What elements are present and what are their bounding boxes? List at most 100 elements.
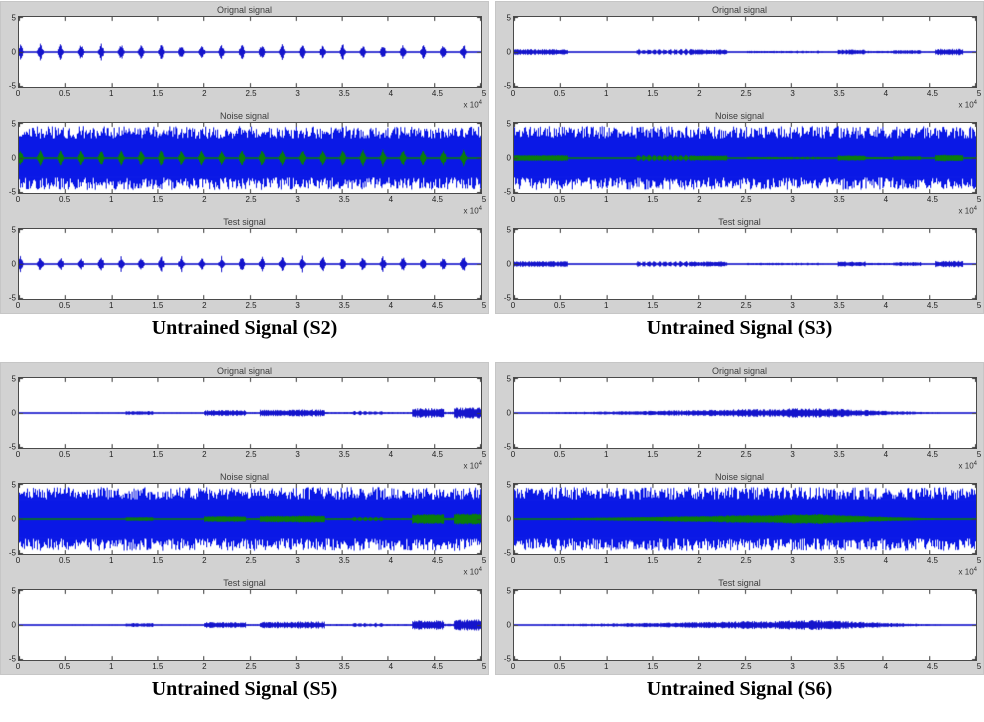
- x-tick-label: 1: [108, 556, 114, 565]
- x-tick-label: 2: [202, 556, 207, 565]
- y-tick-label: -5: [503, 442, 511, 452]
- waveform-canvas-noise-s5: [18, 483, 482, 555]
- plot-block-noise: Noise signal 5 0 -5 0 0.5 1 1.5 2 2.5 3 3.5 4 4.5 5 …: [500, 110, 981, 216]
- x-tick-label: 2.5: [740, 89, 752, 98]
- x-tick-label: 2.5: [740, 662, 752, 671]
- plot-block-test: Test signal 5 0 -5 0 0.5 1 1.5 2 2.5 3 3.5 4 4.5 5: [5, 577, 486, 672]
- x-tick-label: 2.5: [245, 301, 257, 310]
- x-tick-label: 1.5: [647, 662, 659, 671]
- y-tick-label: 5: [11, 13, 16, 23]
- y-tick-label: 5: [506, 586, 511, 596]
- x-tick-label: 3.5: [338, 662, 350, 671]
- x-tick-label: 0.5: [554, 556, 566, 565]
- y-tick-label: -5: [503, 81, 511, 91]
- y-tick-label: 0: [506, 153, 511, 163]
- plot-block-noise: Noise signal 5 0 -5 0 0.5 1 1.5 2 2.5 3 3.5 4 4.5 5 …: [500, 471, 981, 577]
- y-tick-label: 5: [506, 480, 511, 490]
- x-tick-label: 4: [388, 89, 394, 98]
- x-tick-label: 4: [883, 89, 889, 98]
- quadrant-s2: Orignal signal 5 0 -5 0 0.5 1 1.5 2 2.5 3 3.5 4 4.5…: [0, 1, 489, 360]
- waveform-canvas-noise-s2: [18, 122, 482, 194]
- quadrant-s5: Orignal signal 5 0 -5 0 0.5 1 1.5 2 2.5 3 3.5 4 4.5…: [0, 362, 489, 721]
- x-tick-label: 3.5: [338, 89, 350, 98]
- x-tick-label: 4: [388, 556, 394, 565]
- x-tick-label: 0.5: [59, 301, 71, 310]
- x-tick-label: 1: [603, 662, 609, 671]
- x-tick-label: 3.5: [338, 301, 350, 310]
- x-tick-label: 4.5: [431, 662, 443, 671]
- x-tick-label: 3.5: [833, 301, 845, 310]
- x-tick-label: 4.5: [926, 89, 938, 98]
- x-axis-tick-labels: 0 0.5 1 1.5 2 2.5 3 3.5 4 4.5 5: [16, 300, 486, 311]
- y-tick-label: 5: [11, 374, 16, 384]
- y-axis-tick-labels: 5 0 -5: [500, 226, 513, 303]
- x-axis-tick-labels: 0 0.5 1 1.5 2 2.5 3 3.5 4 4.5 5: [511, 449, 981, 460]
- y-tick-label: 5: [506, 13, 511, 23]
- y-axis-tick-labels: 5 0 -5: [5, 481, 18, 558]
- caption-s2: Untrained Signal (S2): [0, 314, 489, 342]
- x-tick-label: 2: [202, 450, 207, 459]
- x-axis-tick-labels: 0 0.5 1 1.5 2 2.5 3 3.5 4 4.5 5: [511, 300, 981, 311]
- x-tick-label: 2: [202, 301, 207, 310]
- x-tick-label: 0.5: [59, 89, 71, 98]
- x-tick-label: 3: [790, 556, 795, 565]
- x-tick-label: 4.5: [431, 450, 443, 459]
- y-tick-label: -5: [8, 654, 16, 664]
- y-tick-label: 5: [11, 119, 16, 129]
- x-tick-label: 2: [697, 662, 702, 671]
- x-tick-label: 5: [481, 195, 487, 204]
- x-tick-label: 4.5: [431, 556, 443, 565]
- y-tick-label: 0: [506, 408, 511, 418]
- x-tick-label: 0.5: [59, 662, 71, 671]
- x-axis-tick-labels: 0 0.5 1 1.5 2 2.5 3 3.5 4 4.5 5: [16, 194, 487, 205]
- x-tick-label: 1.5: [152, 662, 164, 671]
- x-tick-label: 4.5: [926, 450, 938, 459]
- y-tick-label: 5: [506, 374, 511, 384]
- x-tick-label: 3: [790, 662, 795, 671]
- x-tick-label: 3.5: [338, 450, 350, 459]
- x-tick-label: 3: [295, 195, 300, 204]
- x-tick-label: 3.5: [833, 195, 845, 204]
- y-tick-label: -5: [503, 187, 511, 197]
- x-tick-label: 4.5: [926, 301, 938, 310]
- x-scale-label: x 104: [463, 100, 482, 110]
- x-tick-label: 3: [790, 450, 795, 459]
- x-axis-tick-labels: 0 0.5 1 1.5 2 2.5 3 3.5 4 4.5 5: [16, 661, 486, 672]
- x-scale-label: x 104: [958, 461, 977, 471]
- y-tick-label: 0: [11, 47, 16, 57]
- x-tick-label: 2.5: [740, 556, 752, 565]
- plot-title-test: Test signal: [718, 217, 761, 227]
- x-tick-label: 0: [15, 450, 21, 459]
- quadrant-s6: Orignal signal 5 0 -5 0 0.5 1 1.5 2 2.5 3 3.5 4 4.5…: [495, 362, 984, 721]
- x-tick-label: 1.5: [152, 450, 164, 459]
- x-tick-label: 2.5: [245, 450, 257, 459]
- x-tick-label: 1.5: [647, 89, 659, 98]
- quadrant-s3: Orignal signal 5 0 -5 0 0.5 1 1.5 2 2.5 3 3.5 4 4.5…: [495, 1, 984, 360]
- y-axis-tick-labels: 5 0 -5: [500, 119, 513, 197]
- x-tick-label: 3: [295, 662, 300, 671]
- y-tick-label: 0: [11, 514, 16, 524]
- waveform-canvas-noise-s6: [513, 483, 977, 555]
- y-tick-label: 5: [506, 119, 511, 129]
- plot-block-original: Orignal signal 5 0 -5 0 0.5 1 1.5 2 2.5 3 3.5 4 4.5…: [500, 365, 981, 471]
- x-tick-label: 0.5: [554, 301, 566, 310]
- x-tick-label: 1: [108, 450, 114, 459]
- x-tick-label: 3.5: [833, 450, 845, 459]
- y-tick-label: 5: [11, 225, 16, 235]
- x-tick-label: 3.5: [833, 662, 845, 671]
- x-tick-label: 2.5: [245, 556, 257, 565]
- x-tick-label: 4: [388, 450, 394, 459]
- y-axis-tick-labels: 5 0 -5: [5, 587, 18, 664]
- x-tick-label: 4: [883, 556, 889, 565]
- waveform-canvas-test-s2: [18, 228, 482, 300]
- x-tick-label: 2: [202, 662, 207, 671]
- figure-panel-s2: Orignal signal 5 0 -5 0 0.5 1 1.5 2 2.5 3 3.5 4 4.5…: [0, 1, 489, 314]
- x-tick-label: 4.5: [431, 301, 443, 310]
- caption-s5: Untrained Signal (S5): [0, 675, 489, 703]
- x-tick-label: 4: [883, 195, 889, 204]
- x-tick-label: 2: [202, 195, 207, 204]
- y-axis-tick-labels: 5 0 -5: [500, 374, 513, 452]
- waveform-canvas-original-s6: [513, 377, 977, 449]
- y-axis-tick-labels: 5 0 -5: [5, 374, 18, 452]
